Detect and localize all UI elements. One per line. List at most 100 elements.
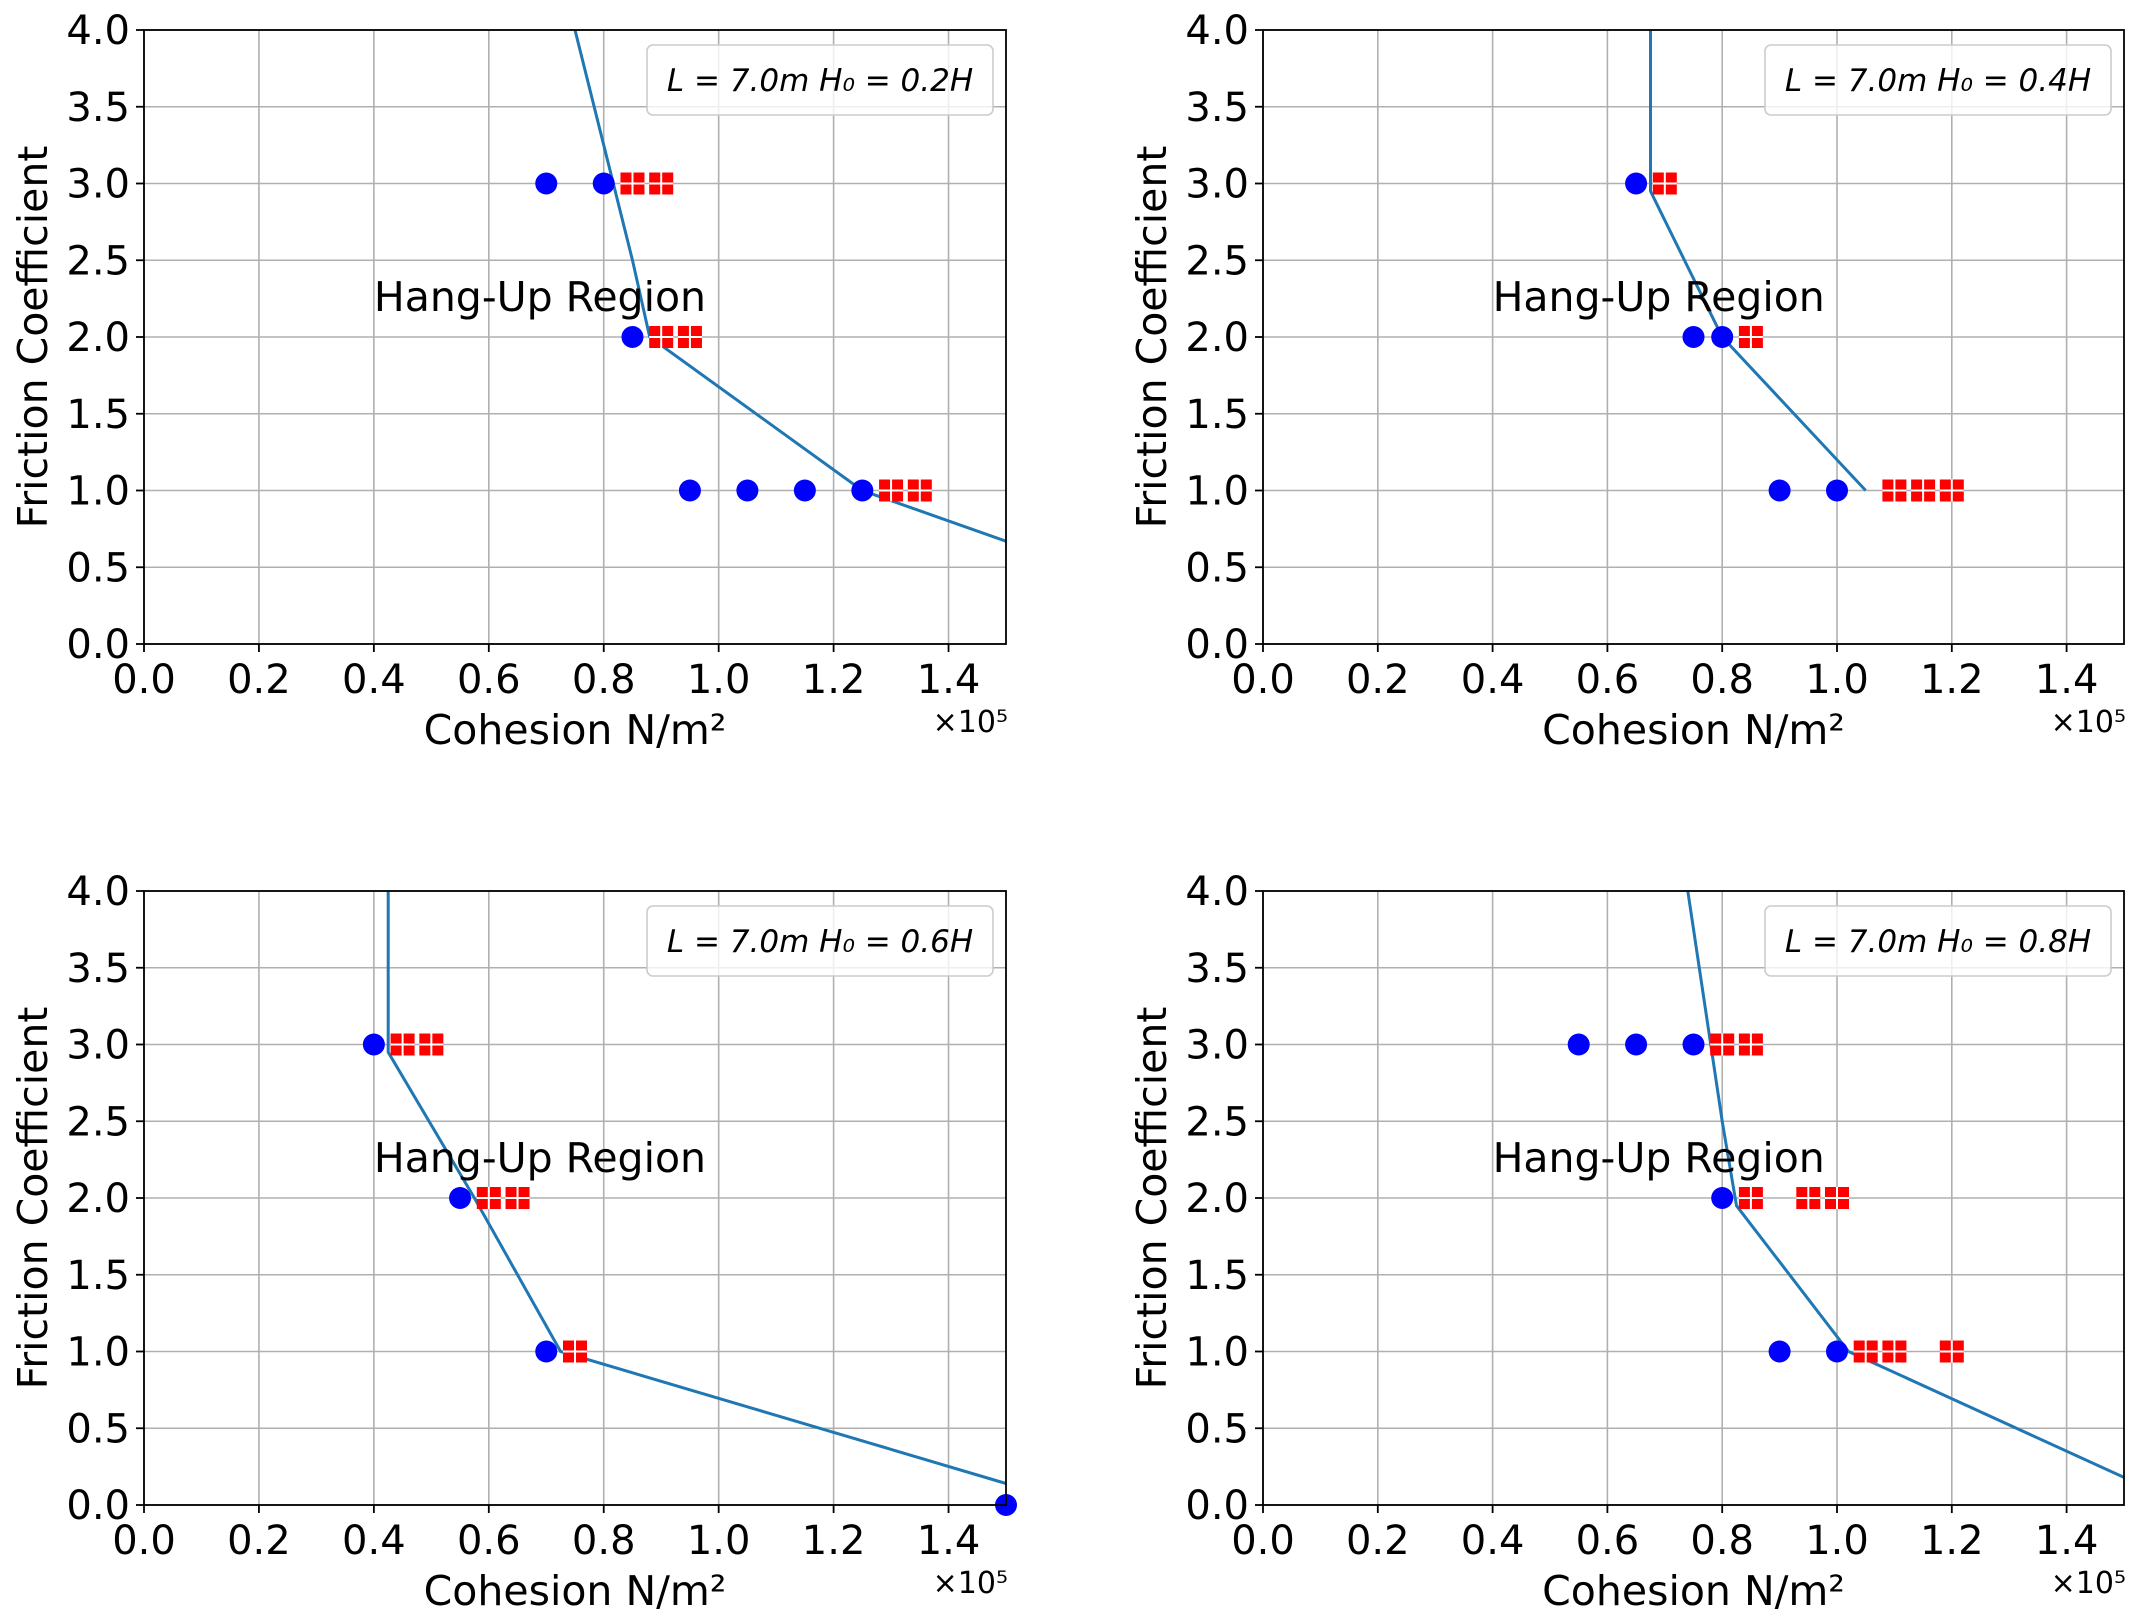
panel-3: Hang-Up Region 0.0 0.2 0.4 0.6 0.8 1.0 1.2 1.4 0.…	[9, 869, 1017, 1615]
hang-up-point	[1711, 1187, 1734, 1209]
x-multiplier-label: ×10⁵	[2051, 1566, 2126, 1601]
x-tick-label: 0.6	[1576, 1518, 1640, 1564]
y-tick-label: 3.5	[66, 85, 130, 131]
x-tick-label: 0.8	[1690, 1518, 1754, 1564]
panel-2-markers	[1625, 172, 1964, 502]
y-tick-label: 1.0	[1185, 469, 1249, 515]
x-tick-label: 0.8	[572, 1518, 636, 1564]
y-axis-label: Friction Coefficient	[1128, 146, 1176, 529]
panel-1: Hang-Up Region 0.0 0.2 0.4 0.6 0.8 1.0 1.2 1.4 0.…	[9, 8, 1008, 754]
y-axis-label: Friction Coefficient	[1128, 1007, 1176, 1390]
y-tick-label: 2.5	[1185, 238, 1249, 284]
y-tick-label: 4.0	[1185, 8, 1249, 54]
hang-up-point	[1625, 1033, 1648, 1056]
hang-up-point	[1768, 1340, 1791, 1363]
legend-text: L = 7.0m H₀ = 0.4H	[1785, 63, 2091, 99]
legend-text: L = 7.0m H₀ = 0.6H	[667, 924, 973, 960]
y-tick-label: 3.5	[1185, 946, 1249, 992]
hang-up-region-label: Hang-Up Region	[374, 273, 706, 321]
x-tick-label: 1.0	[1805, 1518, 1869, 1564]
x-tick-label: 1.2	[802, 1518, 866, 1564]
y-tick-label: 3.0	[66, 162, 130, 208]
x-tick-label: 0.8	[572, 657, 636, 703]
x-tick-label: 1.2	[802, 657, 866, 703]
hang-up-point	[621, 326, 644, 348]
panel-4: Hang-Up Region 0.0 0.2 0.4 0.6 0.8 1.0 1.2 1.4 0.…	[1128, 869, 2126, 1615]
x-multiplier-label: ×10⁵	[933, 705, 1008, 740]
hang-up-point	[678, 479, 701, 502]
y-tick-label: 0.0	[66, 1483, 130, 1529]
x-tick-label: 0.2	[227, 657, 291, 703]
y-tick-label: 1.5	[1185, 1253, 1249, 1299]
x-axis-label: Cohesion N/m²	[424, 1567, 727, 1615]
hang-up-point	[736, 479, 759, 502]
x-tick-label: 1.4	[917, 657, 981, 703]
y-tick-label: 4.0	[66, 8, 130, 54]
panel-4-markers	[1567, 1033, 1964, 1363]
hang-up-point	[1567, 1033, 1590, 1056]
y-tick-label: 4.0	[66, 869, 130, 915]
panel-4-grid	[1262, 890, 2124, 1506]
y-tick-label: 0.5	[66, 545, 130, 591]
x-tick-label: 0.0	[1231, 1518, 1295, 1564]
hang-up-region-label: Hang-Up Region	[1493, 1134, 1825, 1182]
x-tick-label: 1.4	[917, 1518, 981, 1564]
y-tick-label: 1.5	[66, 392, 130, 438]
x-tick-label: 0.6	[1576, 657, 1640, 703]
x-tick-label: 1.0	[687, 1518, 751, 1564]
y-tick-label: 1.0	[66, 1330, 130, 1376]
y-tick-label: 2.0	[66, 315, 130, 361]
y-tick-label: 1.5	[1185, 392, 1249, 438]
y-tick-label: 0.5	[1185, 545, 1249, 591]
y-tick-label: 3.0	[1185, 162, 1249, 208]
hang-up-point	[1826, 1340, 1848, 1363]
x-tick-label: 1.0	[687, 657, 751, 703]
panel-3-grid	[143, 890, 1006, 1506]
y-tick-label: 2.5	[66, 1099, 130, 1145]
y-tick-label: 2.0	[66, 1176, 130, 1222]
panel-2: Hang-Up Region 0.0 0.2 0.4 0.6 0.8 1.0 1.2 1.4 0.…	[1128, 8, 2126, 754]
y-tick-label: 2.0	[1185, 1176, 1249, 1222]
hang-up-region-label: Hang-Up Region	[374, 1134, 706, 1182]
x-tick-label: 0.0	[1231, 657, 1295, 703]
x-tick-label: 0.4	[342, 1518, 406, 1564]
y-tick-label: 2.5	[66, 238, 130, 284]
x-tick-label: 1.4	[2035, 657, 2099, 703]
hang-up-point	[1625, 172, 1648, 195]
y-tick-label: 1.5	[66, 1253, 130, 1299]
y-tick-label: 2.5	[1185, 1099, 1249, 1145]
hang-up-region-label: Hang-Up Region	[1493, 273, 1825, 321]
hang-up-point	[449, 1187, 472, 1209]
x-tick-label: 0.4	[1461, 657, 1525, 703]
y-tick-label: 1.0	[66, 469, 130, 515]
x-axis-label: Cohesion N/m²	[1542, 706, 1845, 754]
x-tick-label: 0.0	[112, 1518, 176, 1564]
hang-up-point	[851, 479, 874, 502]
x-multiplier-label: ×10⁵	[933, 1566, 1008, 1601]
y-tick-label: 0.5	[1185, 1406, 1249, 1452]
y-tick-label: 1.0	[1185, 1330, 1249, 1376]
hang-up-point	[1711, 326, 1734, 348]
y-axis-label: Friction Coefficient	[9, 146, 57, 529]
legend-box	[1764, 905, 2112, 977]
x-tick-label: 0.2	[1346, 1518, 1410, 1564]
panel-1-grid	[143, 29, 1006, 645]
hang-up-point	[793, 479, 816, 502]
y-tick-label: 4.0	[1185, 869, 1249, 915]
y-tick-label: 0.0	[1185, 622, 1249, 668]
y-tick-label: 0.0	[1185, 1483, 1249, 1529]
y-tick-label: 3.5	[1185, 85, 1249, 131]
y-axis-label: Friction Coefficient	[9, 1007, 57, 1390]
x-axis-label: Cohesion N/m²	[424, 706, 727, 754]
x-tick-label: 0.2	[1346, 657, 1410, 703]
y-tick-label: 3.5	[66, 946, 130, 992]
x-tick-label: 0.0	[112, 657, 176, 703]
x-tick-label: 0.4	[342, 657, 406, 703]
x-tick-label: 1.0	[1805, 657, 1869, 703]
y-tick-label: 2.0	[1185, 315, 1249, 361]
x-axis-label: Cohesion N/m²	[1542, 1567, 1845, 1615]
legend-text: L = 7.0m H₀ = 0.2H	[667, 63, 973, 99]
boundary-line	[1686, 891, 2124, 1479]
hang-up-point	[1682, 1033, 1705, 1056]
hang-up-point	[535, 1340, 558, 1363]
